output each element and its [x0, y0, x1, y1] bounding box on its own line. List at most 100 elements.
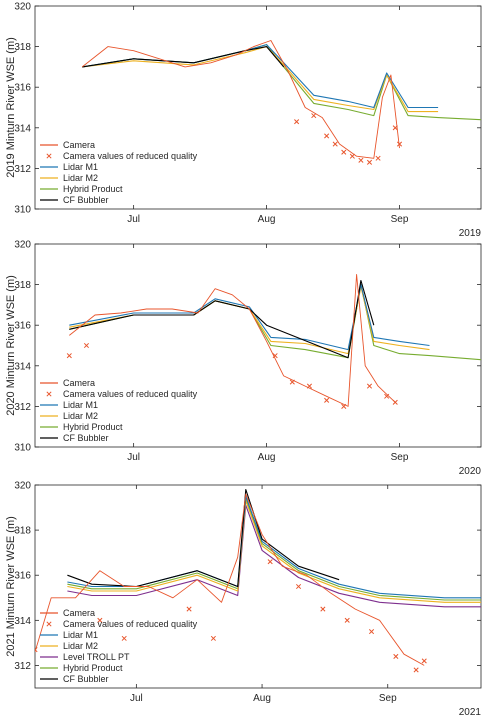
y-tick-label: 312 [14, 164, 31, 175]
legend-label-camera-values-of-reduced-quality: Camera values of reduced quality [63, 389, 198, 399]
series-line-lidar-m2 [82, 46, 439, 113]
panel-2020: 310 312 314 316 318 320 Jul Aug Sep 2020 2020 Mint… [5, 240, 481, 478]
x-tick-label: Jul [130, 693, 143, 704]
legend-label-lidar-m1: Lidar M1 [63, 162, 98, 172]
reduced-quality-marker [66, 353, 72, 359]
x-tick-label: Sep [391, 452, 409, 463]
series-layer [66, 274, 481, 409]
reduced-quality-marker [311, 113, 317, 119]
y-tick-label: 318 [14, 280, 31, 291]
reduced-quality-marker [344, 617, 350, 623]
series-line-camera [35, 493, 425, 666]
y-tick-label: 320 [14, 240, 31, 251]
y-tick-label: 318 [14, 526, 31, 537]
legend-label-cf-bubbler: CF Bubbler [63, 674, 109, 684]
legend-label-hybrid-product: Hybrid Product [63, 184, 123, 194]
reduced-quality-marker [413, 667, 419, 673]
legend-swatch-camera-values-of-reduced-quality [46, 391, 52, 397]
y-tick-label: 320 [14, 481, 31, 492]
series-layer [35, 488, 481, 673]
reduced-quality-marker [186, 606, 192, 612]
legend-label-level-troll-pt: Level TROLL PT [63, 652, 130, 662]
legend-label-camera-values-of-reduced-quality: Camera values of reduced quality [63, 151, 198, 161]
reduced-quality-marker [349, 153, 355, 159]
year-label: 2021 [459, 707, 482, 717]
series-line-camera [69, 274, 396, 407]
year-label: 2019 [459, 228, 482, 239]
reduced-quality-marker [324, 397, 330, 403]
x-tick-label: Aug [258, 214, 276, 225]
series-line-cf-bubbler [82, 46, 285, 68]
legend-label-lidar-m2: Lidar M2 [63, 641, 98, 651]
reduced-quality-marker [295, 583, 302, 590]
legend-label-hybrid-product: Hybrid Product [63, 422, 123, 432]
legend-label-camera: Camera [63, 608, 95, 618]
reduced-quality-marker [83, 342, 90, 349]
y-tick-label: 314 [14, 616, 31, 627]
y-tick-label: 312 [14, 661, 31, 672]
reduced-quality-marker [324, 133, 330, 139]
reduced-quality-marker [332, 141, 338, 147]
series-line-camera [81, 40, 400, 159]
y-tick-label: 310 [14, 443, 31, 454]
x-tick-label: Sep [379, 693, 397, 704]
x-tick-label: Aug [253, 693, 271, 704]
reduced-quality-marker [368, 629, 375, 635]
plot-area [34, 243, 482, 448]
legend-label-hybrid-product: Hybrid Product [63, 663, 123, 673]
reduced-quality-marker [421, 658, 427, 664]
plot-area [34, 5, 482, 210]
panel-2019: 310 312 314 316 318 320 Jul Aug Sep 2019 2019 Mint… [5, 2, 481, 240]
reduced-quality-marker [341, 149, 347, 155]
reduced-quality-marker [306, 383, 313, 389]
reduced-quality-marker [121, 635, 127, 641]
year-label: 2020 [459, 466, 482, 477]
legend-label-camera: Camera [63, 140, 95, 150]
legend-label-camera: Camera [63, 378, 95, 388]
reduced-quality-marker [358, 157, 364, 163]
reduced-quality-marker [393, 653, 399, 659]
reduced-quality-marker [375, 155, 381, 161]
y-tick-label: 316 [14, 571, 31, 582]
reduced-quality-marker [272, 353, 278, 359]
reduced-quality-marker [392, 399, 398, 405]
legend-swatch-camera-values-of-reduced-quality [46, 621, 52, 627]
reduced-quality-marker [294, 119, 300, 125]
y-tick-label: 312 [14, 402, 31, 413]
legend-label-lidar-m2: Lidar M2 [63, 173, 98, 183]
reduced-quality-marker [97, 617, 103, 623]
legend-label-lidar-m1: Lidar M1 [63, 630, 98, 640]
legend-label-cf-bubbler: CF Bubbler [63, 195, 109, 205]
reduced-quality-marker [289, 379, 295, 385]
reduced-quality-marker [267, 559, 273, 565]
legend-label-lidar-m1: Lidar M1 [63, 400, 98, 410]
reduced-quality-marker [396, 141, 403, 147]
series-line-level-troll-pt [67, 504, 481, 608]
y-tick-label: 316 [14, 321, 31, 332]
legend-label-cf-bubbler: CF Bubbler [63, 433, 109, 443]
y-axis-label: 2020 Minturn River WSE (m) [5, 275, 17, 416]
reduced-quality-marker [384, 393, 390, 399]
y-tick-label: 318 [14, 42, 31, 53]
y-axis-label: 2019 Minturn River WSE (m) [5, 37, 17, 178]
reduced-quality-marker [341, 403, 347, 409]
panel-2021: 312 314 316 318 320 Jul Aug Sep 2021 2021 Minturn… [5, 481, 481, 717]
reduced-quality-marker [210, 635, 216, 641]
series-line-lidar-m2 [67, 500, 481, 603]
reduced-quality-marker [366, 383, 373, 389]
series-layer [81, 40, 481, 165]
x-tick-label: Jul [127, 214, 140, 225]
series-line-lidar-m1 [69, 284, 430, 351]
y-tick-label: 316 [14, 83, 31, 94]
legend-label-camera-values-of-reduced-quality: Camera values of reduced quality [63, 619, 198, 629]
y-tick-label: 310 [14, 205, 31, 216]
reduced-quality-marker [35, 647, 38, 653]
series-line-cf-bubbler [67, 488, 340, 588]
y-tick-label: 314 [14, 123, 31, 134]
x-tick-label: Jul [127, 452, 140, 463]
series-line-hybrid-product [67, 497, 481, 601]
reduced-quality-marker [320, 606, 326, 612]
y-axis-label: 2021 Minturn River WSE (m) [5, 516, 17, 657]
y-tick-label: 314 [14, 361, 31, 372]
